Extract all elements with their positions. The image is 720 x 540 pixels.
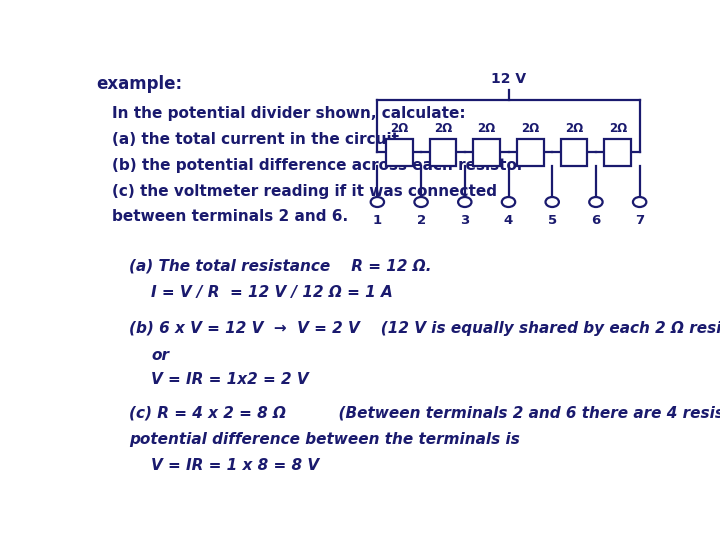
Text: 2Ω: 2Ω xyxy=(477,122,496,136)
Bar xyxy=(561,139,588,166)
Text: 7: 7 xyxy=(635,214,644,227)
Bar xyxy=(604,139,631,166)
Text: 2Ω: 2Ω xyxy=(434,122,452,136)
Circle shape xyxy=(589,197,603,207)
Text: I = V / R  = 12 V / 12 Ω = 1 A: I = V / R = 12 V / 12 Ω = 1 A xyxy=(151,285,393,300)
Text: 1: 1 xyxy=(373,214,382,227)
Text: In the potential divider shown, calculate:: In the potential divider shown, calculat… xyxy=(112,106,466,122)
Text: (b) 6 x V = 12 V  →  V = 2 V    (12 V is equally shared by each 2 Ω resistor.: (b) 6 x V = 12 V → V = 2 V (12 V is equa… xyxy=(129,321,720,335)
Text: 2: 2 xyxy=(416,214,426,227)
Bar xyxy=(430,139,456,166)
Text: 5: 5 xyxy=(548,214,557,227)
Text: 6: 6 xyxy=(591,214,600,227)
Text: potential difference between the terminals is: potential difference between the termina… xyxy=(129,431,520,447)
Circle shape xyxy=(371,197,384,207)
Bar xyxy=(473,139,500,166)
Text: example:: example: xyxy=(96,75,183,93)
Circle shape xyxy=(458,197,472,207)
Text: 3: 3 xyxy=(460,214,469,227)
Bar xyxy=(517,139,544,166)
Text: 2Ω: 2Ω xyxy=(565,122,583,136)
Text: (c) R = 4 x 2 = 8 Ω          (Between terminals 2 and 6 there are 4 resistors): (c) R = 4 x 2 = 8 Ω (Between terminals 2… xyxy=(129,406,720,421)
Text: (b) the potential difference across each resistor: (b) the potential difference across each… xyxy=(112,158,525,173)
Text: (a) the total current in the circuit: (a) the total current in the circuit xyxy=(112,132,400,147)
Text: (a) The total resistance    R = 12 Ω.: (a) The total resistance R = 12 Ω. xyxy=(129,258,431,273)
Text: 4: 4 xyxy=(504,214,513,227)
Circle shape xyxy=(633,197,647,207)
Text: V = IR = 1 x 8 = 8 V: V = IR = 1 x 8 = 8 V xyxy=(151,458,320,472)
Text: 2Ω: 2Ω xyxy=(521,122,539,136)
Text: or: or xyxy=(151,348,169,362)
Text: (c) the voltmeter reading if it was connected: (c) the voltmeter reading if it was conn… xyxy=(112,184,498,199)
Text: 12 V: 12 V xyxy=(491,72,526,86)
Text: between terminals 2 and 6.: between terminals 2 and 6. xyxy=(112,210,348,225)
Text: V = IR = 1x2 = 2 V: V = IR = 1x2 = 2 V xyxy=(151,373,309,388)
Circle shape xyxy=(502,197,516,207)
Bar xyxy=(386,139,413,166)
Text: 2Ω: 2Ω xyxy=(390,122,408,136)
Circle shape xyxy=(546,197,559,207)
Text: 2Ω: 2Ω xyxy=(608,122,627,136)
Circle shape xyxy=(415,197,428,207)
